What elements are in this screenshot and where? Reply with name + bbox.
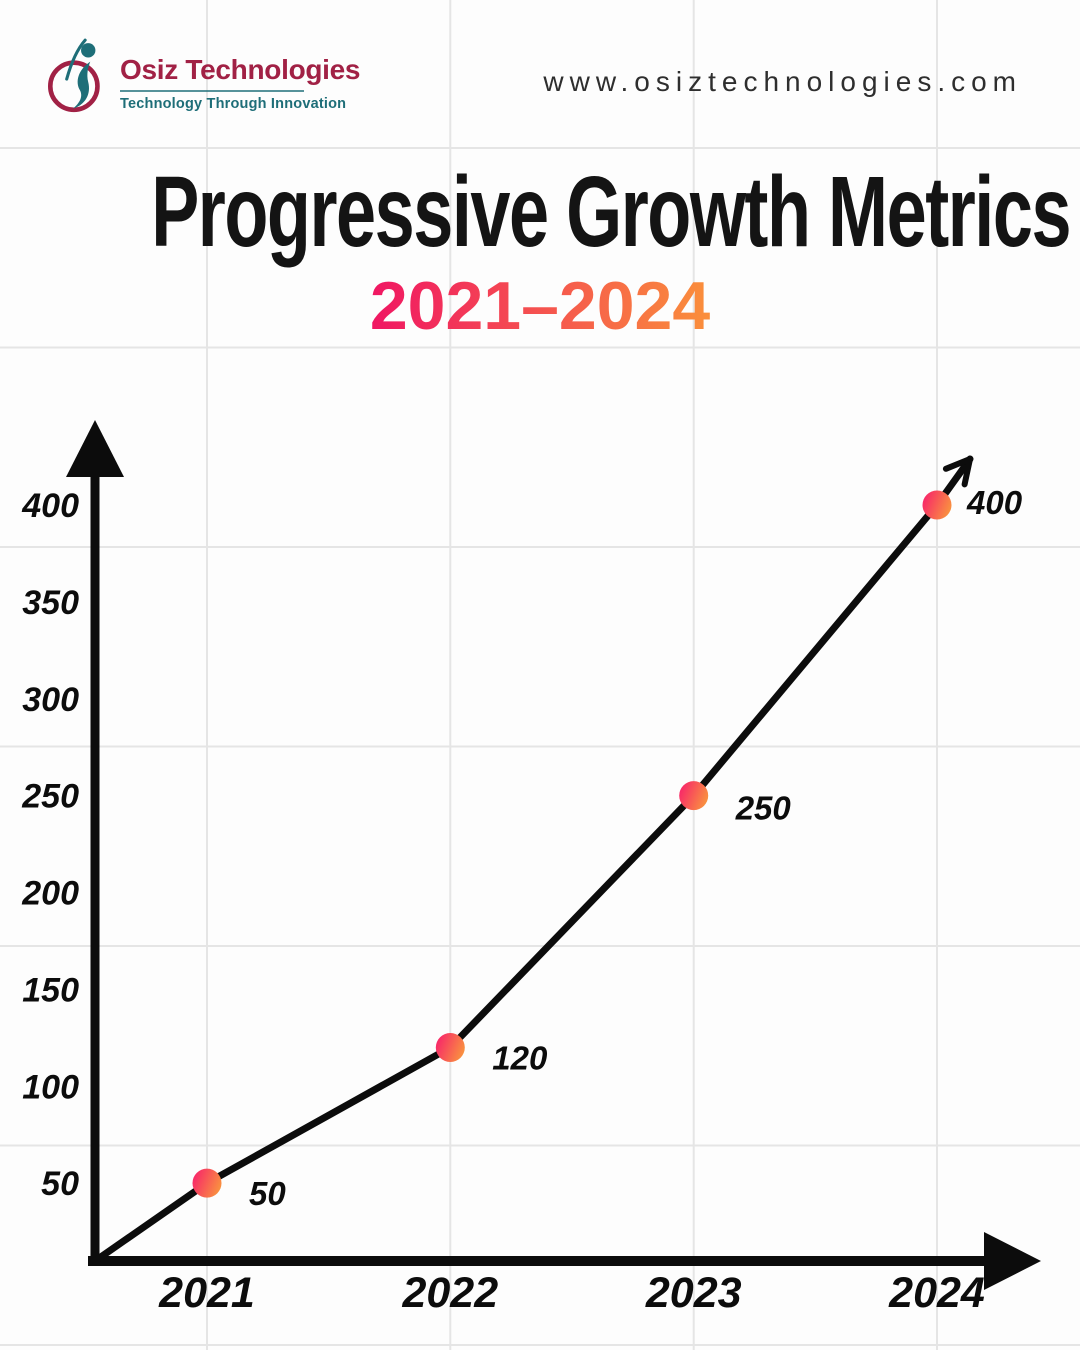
point-label-2024: 400 bbox=[966, 484, 1023, 521]
y-tick-label-400: 400 bbox=[21, 487, 79, 525]
y-tick-label-350: 350 bbox=[22, 584, 79, 622]
header: Osiz Technologies Technology Through Inn… bbox=[0, 0, 1080, 140]
x-tick-label-2024: 2024 bbox=[888, 1269, 985, 1317]
logo-tagline: Technology Through Innovation bbox=[120, 96, 347, 112]
plot-area: 50 120 250 400 50 100 150 200 250 300 350 400 2021 20… bbox=[21, 420, 1041, 1317]
data-point-2023 bbox=[679, 781, 709, 811]
point-label-2022: 120 bbox=[492, 1040, 548, 1077]
data-point-2021 bbox=[192, 1168, 222, 1198]
y-tick-label-150: 150 bbox=[22, 971, 79, 1009]
y-tick-label-50: 50 bbox=[41, 1165, 79, 1203]
growth-line bbox=[91, 455, 974, 1265]
x-axis-arrowhead-icon bbox=[984, 1232, 1041, 1290]
point-label-2023: 250 bbox=[735, 790, 792, 827]
y-tick-label-200: 200 bbox=[21, 875, 79, 913]
growth-line-arrowhead-icon bbox=[942, 456, 973, 488]
logo-name: Osiz Technologies bbox=[120, 54, 361, 85]
logo-text: Osiz Technologies Technology Through Inn… bbox=[120, 54, 361, 112]
y-tick-label-250: 250 bbox=[21, 778, 79, 816]
data-point-2022 bbox=[435, 1033, 465, 1062]
point-label-2021: 50 bbox=[249, 1175, 286, 1212]
x-tick-label-2023: 2023 bbox=[645, 1269, 742, 1317]
y-axis-arrowhead-icon bbox=[66, 420, 124, 477]
page-subtitle-wrap: 2021–2024 bbox=[0, 272, 1080, 340]
x-tick-label-2021: 2021 bbox=[158, 1269, 255, 1317]
page-subtitle: 2021–2024 bbox=[369, 268, 711, 344]
data-point-2024 bbox=[922, 490, 952, 520]
page-title: Progressive Growth Metrics bbox=[151, 156, 1071, 268]
website-url: www.osiztechnologies.com bbox=[543, 66, 1022, 97]
x-tick-label-2022: 2022 bbox=[401, 1269, 498, 1317]
y-tick-label-300: 300 bbox=[22, 681, 79, 719]
logo: Osiz Technologies Technology Through Inn… bbox=[46, 36, 361, 118]
logo-divider bbox=[120, 90, 304, 92]
y-tick-label-100: 100 bbox=[22, 1068, 79, 1106]
osiz-logo-icon bbox=[47, 38, 100, 113]
